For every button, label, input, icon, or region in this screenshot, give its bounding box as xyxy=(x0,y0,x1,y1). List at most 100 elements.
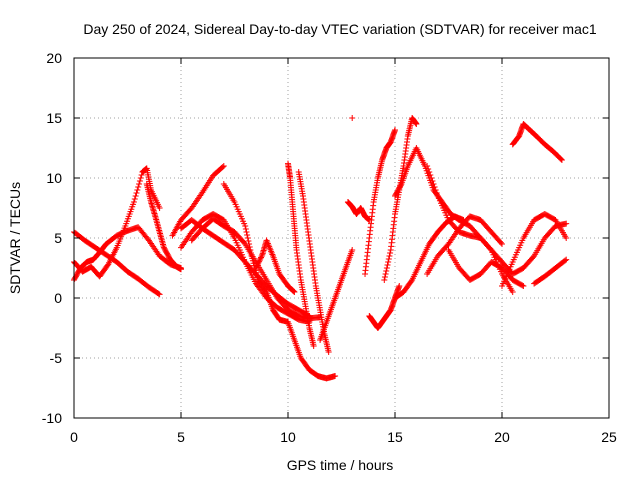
y-tick-label: 20 xyxy=(46,50,62,66)
data-point xyxy=(247,247,254,253)
series-track-i xyxy=(220,181,291,325)
series-track-j xyxy=(252,237,298,295)
data-point xyxy=(245,238,252,244)
data-point xyxy=(413,121,420,127)
series-track-w xyxy=(445,247,527,289)
data-point xyxy=(257,255,264,262)
data-point xyxy=(428,175,435,181)
x-tick-label: 10 xyxy=(280,429,296,445)
data-point xyxy=(425,166,432,172)
data-point xyxy=(429,178,436,184)
data-point xyxy=(178,266,184,273)
data-point xyxy=(509,289,516,295)
series-track-g xyxy=(178,217,313,319)
data-point xyxy=(246,244,253,250)
data-point xyxy=(381,277,388,283)
data-point xyxy=(563,256,570,263)
data-point xyxy=(243,229,250,235)
series-track-e xyxy=(169,163,227,239)
series-track-v xyxy=(424,213,505,277)
series-track-o xyxy=(344,199,373,223)
y-tick-label: -5 xyxy=(50,350,63,366)
data-point xyxy=(244,235,251,241)
data-point xyxy=(254,261,261,268)
data-point xyxy=(563,220,570,227)
series-track-c xyxy=(71,165,163,280)
data-point xyxy=(381,274,388,280)
data-point xyxy=(255,259,262,266)
data-point xyxy=(430,181,437,187)
series-track-q xyxy=(366,283,403,331)
data-point xyxy=(563,235,570,241)
data-point xyxy=(137,175,144,181)
chart-title: Day 250 of 2024, Sidereal Day-to-day VTE… xyxy=(83,21,596,37)
series-track-aa xyxy=(531,256,570,287)
data-point xyxy=(258,254,265,261)
data-point xyxy=(256,258,263,265)
data-point xyxy=(246,241,253,247)
x-tick-label: 15 xyxy=(387,429,403,445)
y-tick-label: 5 xyxy=(54,230,62,246)
data-point xyxy=(392,127,398,133)
series-track-ab xyxy=(349,115,356,121)
y-tick-label: 10 xyxy=(46,170,62,186)
data-point xyxy=(156,205,163,211)
data-point xyxy=(247,250,254,256)
data-point xyxy=(562,257,569,264)
y-tick-label: 0 xyxy=(54,290,62,306)
data-point xyxy=(424,163,431,169)
series-track-p xyxy=(362,127,398,277)
x-tick-label: 5 xyxy=(177,429,185,445)
grid-lines xyxy=(74,58,609,418)
data-point xyxy=(133,190,140,196)
y-tick-label: -10 xyxy=(42,410,62,426)
data-point xyxy=(136,181,143,187)
data-point xyxy=(310,343,317,349)
series-track-n xyxy=(317,247,356,343)
data-point xyxy=(134,187,141,193)
data-point xyxy=(499,241,505,247)
data-point xyxy=(136,178,143,184)
data-point xyxy=(131,196,138,202)
data-point xyxy=(382,271,389,277)
data-point xyxy=(156,291,163,298)
data-point xyxy=(558,157,565,163)
x-axis-label: GPS time / hours xyxy=(287,457,394,473)
data-point xyxy=(349,247,356,253)
series-track-d xyxy=(143,181,184,273)
data-point xyxy=(290,288,297,295)
data-point xyxy=(520,283,527,289)
data-point xyxy=(220,163,227,169)
data-point xyxy=(387,250,394,256)
data-point xyxy=(132,193,139,199)
series-track-y xyxy=(499,211,570,289)
data-point xyxy=(242,223,249,229)
series-track-b xyxy=(71,224,184,283)
x-tick-label: 0 xyxy=(70,429,78,445)
data-point xyxy=(385,259,392,265)
data-point xyxy=(386,253,393,259)
data-point xyxy=(291,289,298,295)
data-point xyxy=(253,263,260,270)
data-point xyxy=(426,169,433,175)
axis-ticks xyxy=(73,57,610,419)
data-point xyxy=(397,182,404,189)
data-point xyxy=(258,253,265,260)
data-point xyxy=(385,256,392,262)
data-point xyxy=(383,268,390,274)
data-point xyxy=(138,172,145,178)
data-point xyxy=(558,156,565,163)
data-point xyxy=(332,373,339,379)
data-point xyxy=(252,265,259,271)
series-track-z xyxy=(509,121,565,163)
series-track-r xyxy=(381,115,420,283)
y-axis-label: SDTVAR / TECUs xyxy=(7,182,23,294)
series-track-k xyxy=(285,319,339,382)
data-point xyxy=(155,290,162,297)
data-point xyxy=(130,199,137,205)
data-point xyxy=(519,282,526,289)
data-point xyxy=(256,257,263,264)
data-point xyxy=(349,115,356,121)
data-point xyxy=(384,262,391,268)
